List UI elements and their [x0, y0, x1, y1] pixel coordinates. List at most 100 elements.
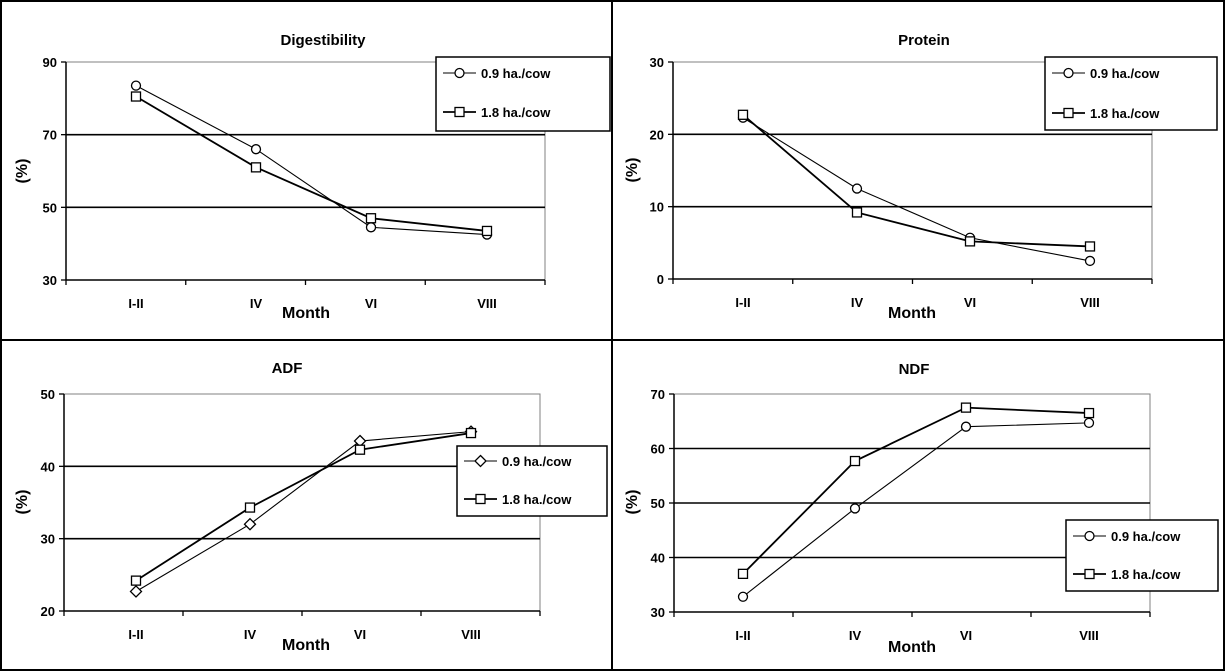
data-point-square [475, 493, 486, 505]
x-tick-label: I-II [735, 628, 750, 643]
data-point-square [130, 575, 142, 586]
data-point-square [354, 444, 366, 455]
y-tick-label: 30 [650, 55, 664, 70]
data-point-diamond [474, 454, 487, 468]
data-point-diamond [243, 517, 257, 531]
y-tick-label: 70 [651, 387, 665, 402]
chart-panel: 20 30 40 50 I-II IV VI VIII ADF Month (%) 0.9 ha./c… [14, 360, 608, 654]
x-tick-label: IV [244, 627, 257, 642]
data-point-square [465, 427, 477, 439]
data-point-circle [1084, 255, 1096, 267]
series-line [135, 95, 488, 232]
data-point-circle [454, 67, 465, 79]
y-axis-label: (%) [624, 490, 641, 515]
y-tick-label: 20 [41, 604, 55, 619]
x-tick-label: I-II [128, 627, 143, 642]
y-tick-label: 10 [650, 200, 664, 215]
x-tick-label: IV [849, 628, 862, 643]
data-point-circle [1063, 67, 1074, 79]
legend-entry-label: 1.8 ha./cow [502, 492, 572, 507]
x-tick-label: VI [964, 295, 976, 310]
x-tick-label: I-II [735, 295, 750, 310]
x-tick-label: I-II [128, 296, 143, 311]
data-point-circle [1084, 530, 1095, 542]
data-point-circle [130, 80, 142, 91]
legend-entry-label: 0.9 ha./cow [1090, 66, 1160, 81]
chart-title: ADF [272, 360, 303, 377]
data-point-square [481, 225, 493, 237]
series-line [135, 432, 472, 582]
chart-panel: 30 40 50 60 70 I-II IV VI VIII NDF Month (%) 0.9 ha.… [624, 361, 1219, 656]
data-point-square [250, 162, 262, 173]
chart-title: Protein [898, 32, 950, 49]
x-tick-label: VIII [1079, 628, 1099, 643]
data-point-square [960, 402, 972, 413]
x-axis-label: Month [282, 305, 330, 322]
chart-title: Digestibility [280, 32, 366, 49]
chart-panel: 0 10 20 30 I-II IV VI VIII Protein Month (%) 0.9 ha… [624, 32, 1218, 322]
y-tick-label: 90 [43, 55, 57, 70]
y-axis-label: (%) [624, 158, 641, 183]
data-point-square [851, 207, 863, 218]
legend-box [435, 56, 611, 132]
data-point-square [737, 109, 749, 120]
x-tick-label: VI [354, 627, 366, 642]
legend-entry-label: 0.9 ha./cow [502, 454, 572, 469]
data-point-circle [737, 591, 749, 602]
data-point-diamond [129, 585, 143, 598]
chart-title: NDF [899, 361, 930, 378]
y-tick-label: 30 [41, 532, 55, 547]
x-tick-label: VIII [461, 627, 481, 642]
y-axis-label: (%) [14, 159, 31, 184]
data-point-square [365, 213, 377, 224]
data-point-square [1083, 407, 1095, 419]
data-point-square [737, 568, 749, 579]
data-point-circle [851, 183, 863, 194]
x-tick-label: VI [365, 296, 377, 311]
series-line [135, 85, 488, 236]
data-point-square [849, 455, 861, 467]
legend-entry-label: 0.9 ha./cow [1111, 529, 1181, 544]
series-line [135, 431, 472, 592]
y-tick-label: 40 [651, 551, 665, 566]
series-line [742, 117, 1091, 262]
data-point-square [1084, 568, 1095, 580]
data-point-circle [365, 222, 377, 233]
data-point-square [130, 91, 142, 102]
data-point-circle [250, 144, 262, 155]
data-point-square [964, 236, 976, 247]
y-tick-label: 60 [651, 442, 665, 457]
x-tick-label: IV [851, 295, 864, 310]
x-tick-label: VIII [477, 296, 497, 311]
x-tick-label: IV [250, 296, 263, 311]
series-line [742, 406, 1090, 575]
y-axis-label: (%) [14, 490, 31, 515]
data-point-square [454, 106, 465, 118]
x-tick-label: VI [960, 628, 972, 643]
x-tick-label: VIII [1080, 295, 1100, 310]
data-point-circle [960, 421, 972, 432]
y-tick-label: 40 [41, 459, 55, 474]
data-point-circle [1083, 417, 1095, 429]
y-tick-label: 50 [651, 496, 665, 511]
data-point-square [1063, 107, 1074, 119]
series-line [742, 114, 1091, 248]
data-point-square [1084, 241, 1096, 252]
series-line [742, 422, 1090, 598]
x-axis-label: Month [888, 639, 936, 656]
data-point-circle [849, 503, 861, 514]
legend-entry-label: 0.9 ha./cow [481, 66, 551, 81]
x-axis-label: Month [888, 305, 936, 322]
legend-box [1044, 56, 1218, 131]
y-tick-label: 30 [43, 273, 57, 288]
legend-entry-label: 1.8 ha./cow [481, 105, 551, 120]
legend-entry-label: 1.8 ha./cow [1111, 567, 1181, 582]
y-tick-label: 0 [657, 272, 664, 287]
y-tick-label: 50 [43, 200, 57, 215]
x-axis-label: Month [282, 637, 330, 654]
legend-entry-label: 1.8 ha./cow [1090, 106, 1160, 121]
y-tick-label: 70 [43, 128, 57, 143]
y-tick-label: 50 [41, 387, 55, 402]
